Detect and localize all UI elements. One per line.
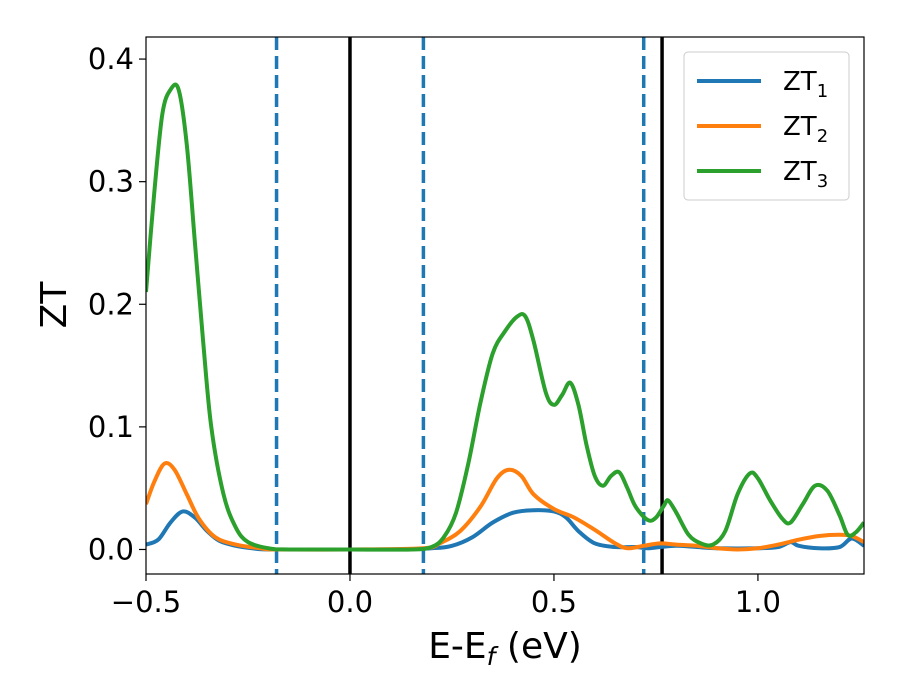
y-axis: 0.0 0.1 0.2 0.3 0.4 (88, 42, 146, 566)
y-tick-label-0: 0.0 (88, 532, 134, 566)
series-line-zt2 (146, 461, 864, 552)
x-axis-label-main: E-E (428, 626, 486, 667)
y-axis-label: ZT (34, 281, 75, 329)
legend-label-zt2: ZT2 (783, 112, 828, 147)
x-tick-label-3: 1.0 (735, 585, 781, 619)
x-axis-label-unit: (eV) (495, 626, 581, 667)
x-axis-label: E-Ef (eV) (428, 626, 582, 671)
y-tick-label-1: 0.1 (88, 410, 134, 444)
x-tick-label-1: 0.0 (327, 585, 373, 619)
vertical-reference-lines (274, 37, 664, 574)
legend: ZT1 ZT2 ZT3 (683, 51, 850, 201)
y-tick-label-3: 0.3 (88, 165, 134, 199)
y-tick-label-4: 0.4 (88, 42, 134, 76)
y-tick-label-2: 0.2 (88, 287, 134, 321)
legend-label-zt1: ZT1 (783, 67, 828, 102)
plot-frame (145, 36, 865, 575)
legend-box (683, 51, 850, 201)
legend-entries: ZT1 ZT2 ZT3 (697, 67, 828, 192)
x-tick-label-0: −0.5 (111, 585, 181, 619)
x-tick-label-2: 0.5 (531, 585, 577, 619)
x-axis: −0.5 0.0 0.5 1.0 (111, 574, 781, 619)
series-layer (146, 82, 864, 552)
legend-label-zt3: ZT3 (783, 157, 828, 192)
series-line-zt3 (146, 82, 864, 552)
